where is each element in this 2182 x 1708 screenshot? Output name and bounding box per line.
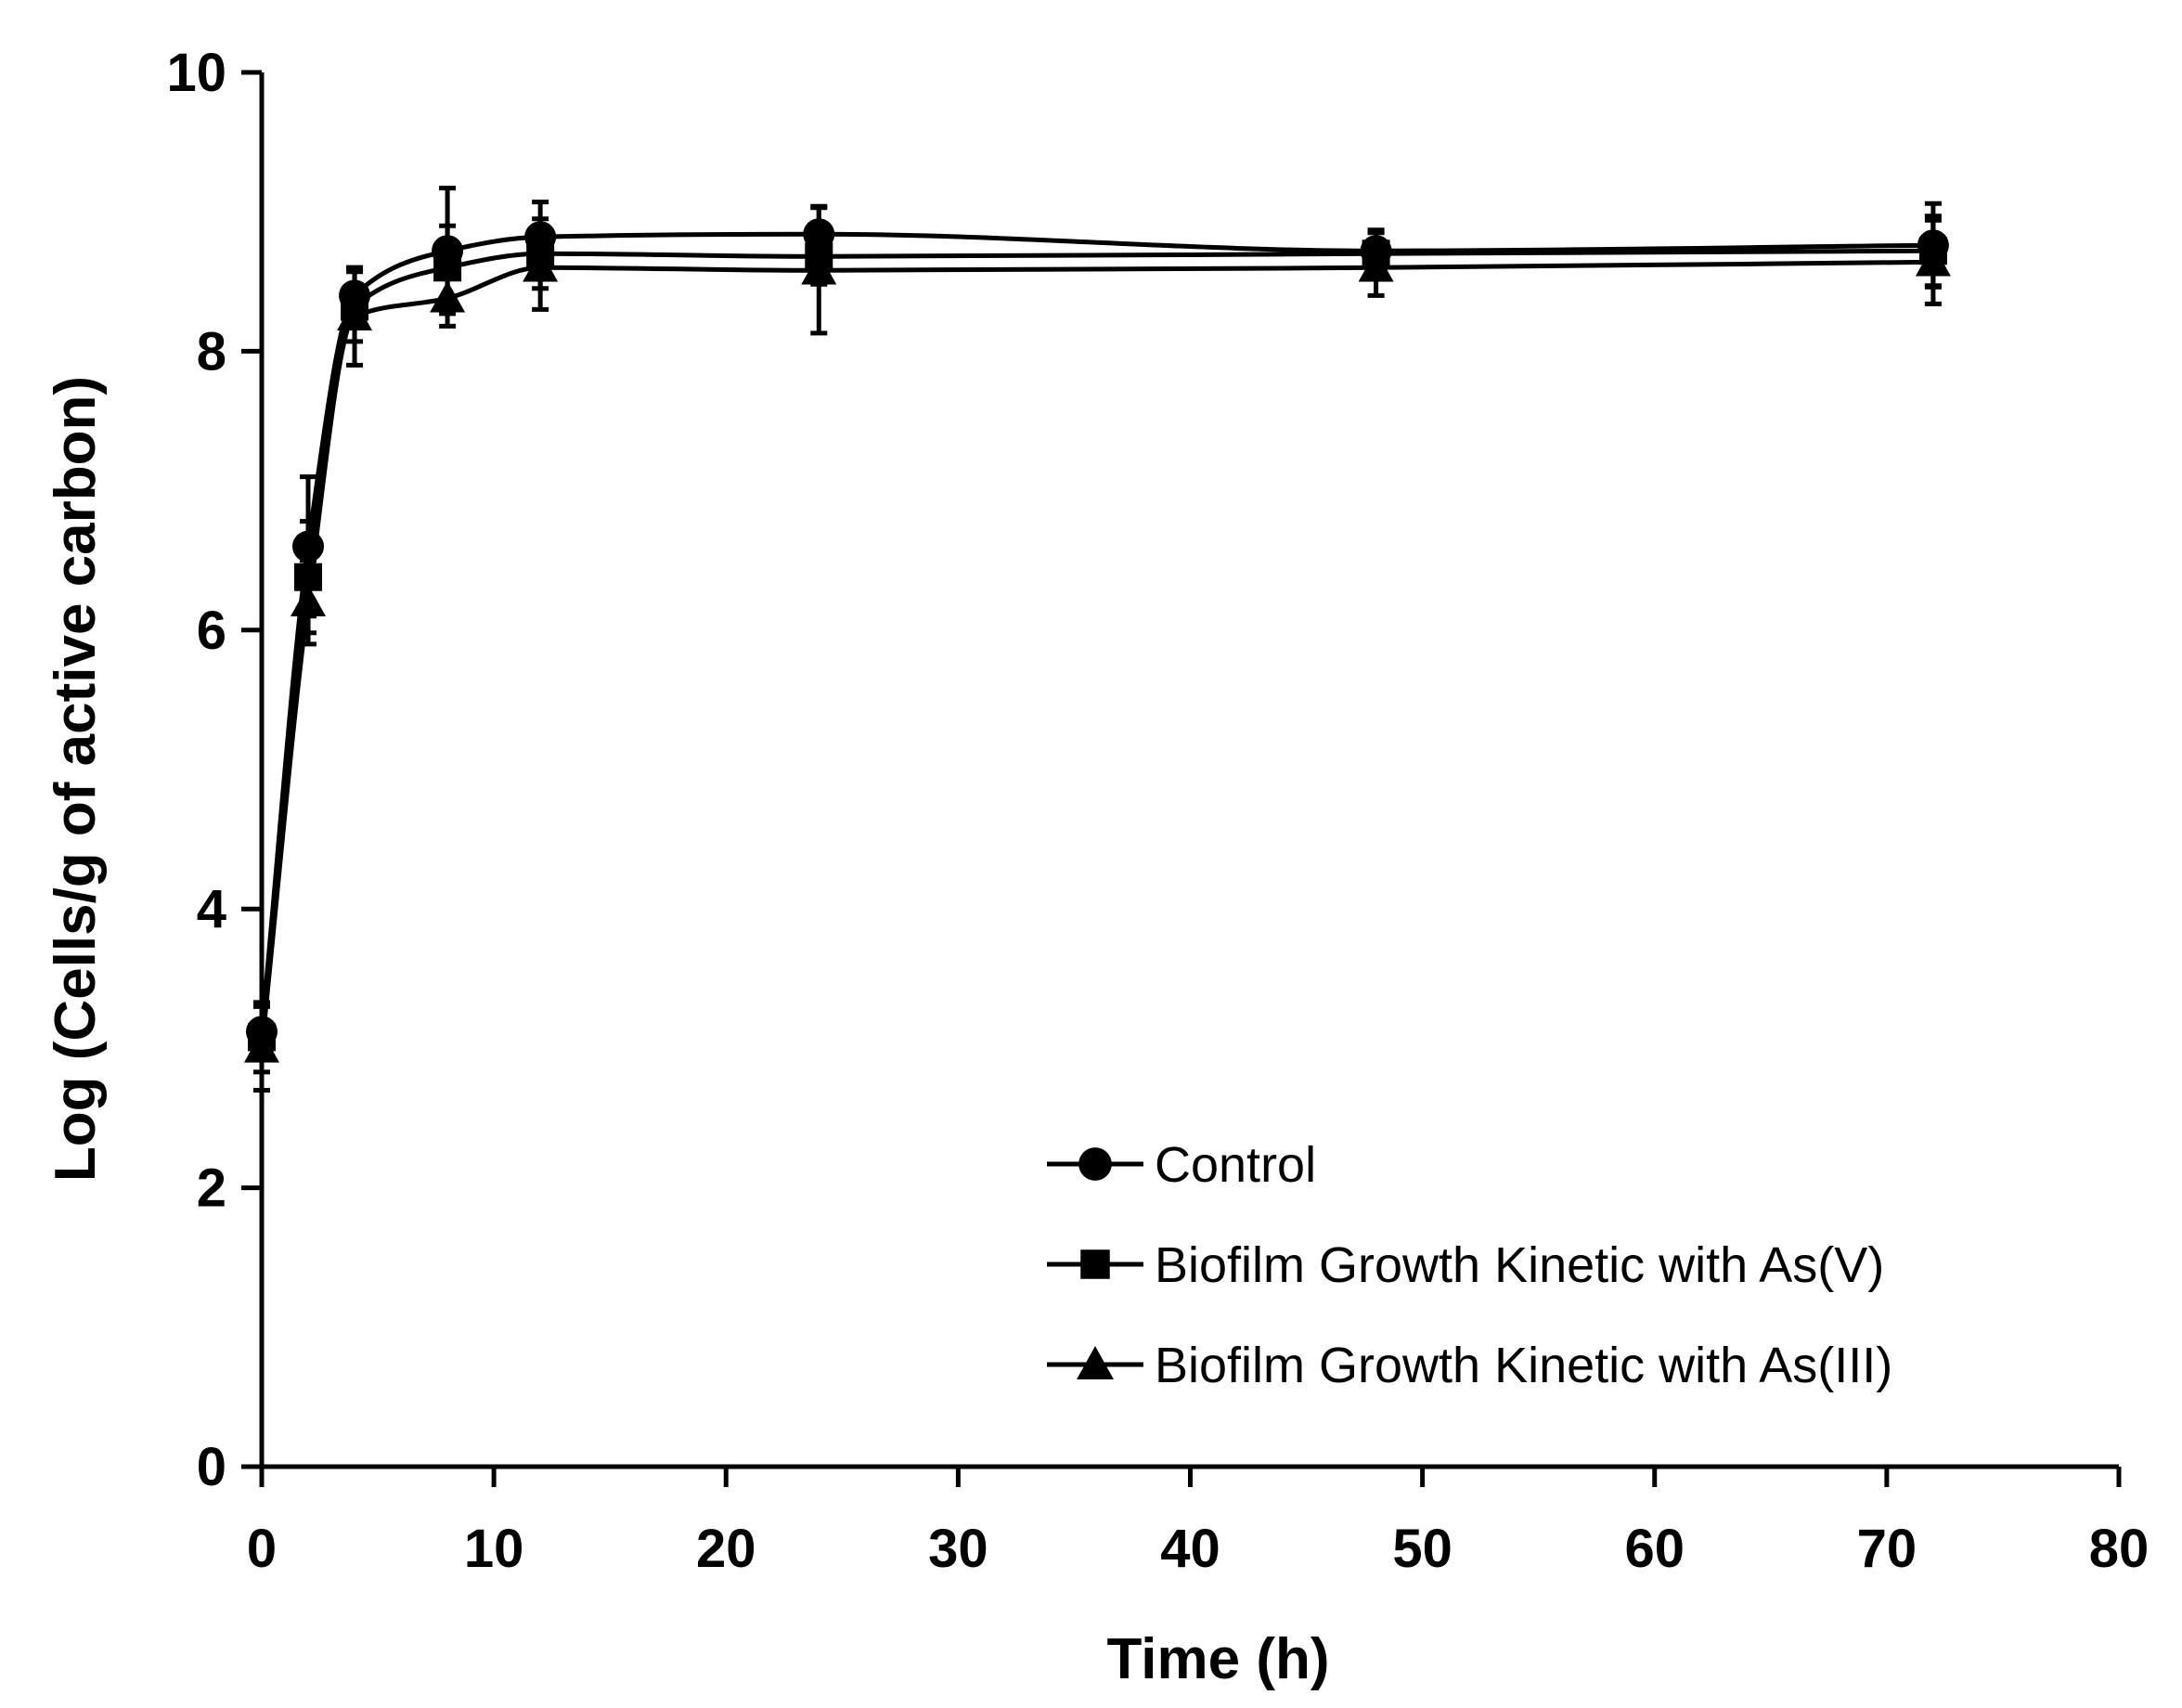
series-line [259, 231, 1933, 1032]
axes: 0 2 4 6 8 10 0 10 20 30 40 50 60 70 80 [166, 43, 2149, 1579]
data-point [244, 1030, 279, 1063]
data-point [337, 298, 373, 331]
series-circle [246, 186, 1949, 1062]
data-point [430, 280, 466, 313]
y-tick-label: 4 [197, 879, 226, 939]
legend-marker [1078, 1147, 1112, 1181]
legend-item: Biofilm Growth Kinetic with As(III) [1047, 1338, 1892, 1393]
series-square [248, 214, 1947, 1075]
y-tick-label: 8 [197, 321, 226, 382]
legend-label: Biofilm Growth Kinetic with As(V) [1155, 1237, 1884, 1293]
x-tick-label: 40 [1160, 1519, 1220, 1579]
legend-marker [1077, 1346, 1114, 1379]
legend: Control Biofilm Growth Kinetic with As(V)… [1047, 1137, 1892, 1393]
x-tick-label: 60 [1624, 1519, 1685, 1579]
legend-item: Control [1047, 1137, 1316, 1193]
x-tick-label: 0 [247, 1519, 277, 1579]
data-point [801, 252, 837, 285]
x-tick-label: 30 [928, 1519, 988, 1579]
series-triangle [244, 205, 1951, 1093]
x-tick-label: 70 [1857, 1519, 1917, 1579]
y-tick-label: 2 [197, 1158, 226, 1219]
x-tick-label: 50 [1392, 1519, 1453, 1579]
y-axis-title: Log (Cells/g of active carbon) [44, 376, 108, 1182]
y-tick-label: 10 [166, 43, 226, 103]
x-tick-label: 80 [2089, 1519, 2150, 1579]
series-line [259, 259, 1933, 1049]
legend-label: Biofilm Growth Kinetic with As(III) [1155, 1338, 1892, 1393]
data-point [1358, 250, 1394, 282]
legend-item: Biofilm Growth Kinetic with As(V) [1047, 1237, 1884, 1293]
x-axis-title: Time (h) [1107, 1627, 1330, 1691]
legend-marker [1080, 1249, 1110, 1279]
y-tick-label: 0 [197, 1437, 226, 1497]
series-line [259, 248, 1933, 1038]
y-tick-label: 6 [197, 601, 226, 661]
legend-label: Control [1155, 1137, 1316, 1193]
x-tick-label: 10 [464, 1519, 524, 1579]
series-layer [244, 186, 1951, 1093]
data-point [291, 584, 327, 616]
data-point [1915, 244, 1951, 277]
x-tick-label: 20 [696, 1519, 756, 1579]
data-point [523, 250, 559, 282]
